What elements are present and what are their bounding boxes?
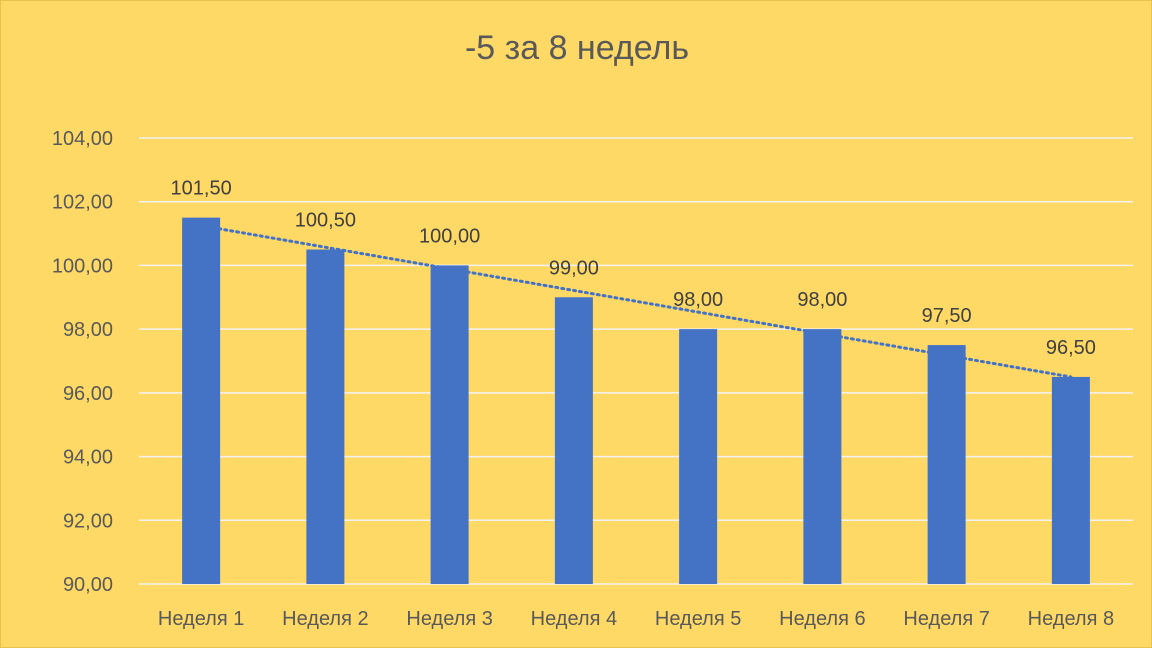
bar [554, 297, 593, 584]
bar [679, 329, 718, 584]
x-tick-label: Неделя 6 [779, 608, 865, 630]
y-tick-label: 96,00 [63, 383, 113, 405]
trendline [199, 224, 1073, 379]
chart-title: -5 за 8 недель [464, 29, 690, 67]
data-label: 97,50 [922, 305, 972, 327]
data-label: 99,00 [549, 257, 599, 279]
bar [1051, 376, 1090, 584]
y-tick-label: 90,00 [63, 574, 113, 596]
bar [306, 249, 345, 584]
data-label: 100,50 [295, 210, 356, 232]
x-tick-label: Неделя 5 [655, 608, 741, 630]
x-tick-label: Неделя 8 [1028, 608, 1114, 630]
bar [803, 329, 842, 584]
y-tick-label: 102,00 [52, 192, 113, 214]
y-tick-label: 104,00 [52, 128, 113, 150]
x-tick-label: Неделя 4 [531, 608, 617, 630]
y-tick-label: 98,00 [63, 319, 113, 341]
bar [182, 217, 221, 584]
y-tick-label: 100,00 [52, 255, 113, 277]
y-tick-label: 94,00 [63, 447, 113, 469]
x-tick-label: Неделя 3 [406, 608, 492, 630]
y-tick-label: 92,00 [63, 510, 113, 532]
bar [927, 345, 966, 584]
x-tick-label: Неделя 7 [903, 608, 989, 630]
data-label: 101,50 [171, 178, 232, 200]
data-label: 100,00 [419, 225, 480, 247]
x-tick-label: Неделя 1 [158, 608, 244, 630]
bar [430, 265, 469, 584]
data-label: 98,00 [673, 289, 723, 311]
data-label: 96,50 [1046, 337, 1096, 359]
x-tick-label: Неделя 2 [282, 608, 368, 630]
data-label: 98,00 [797, 289, 847, 311]
